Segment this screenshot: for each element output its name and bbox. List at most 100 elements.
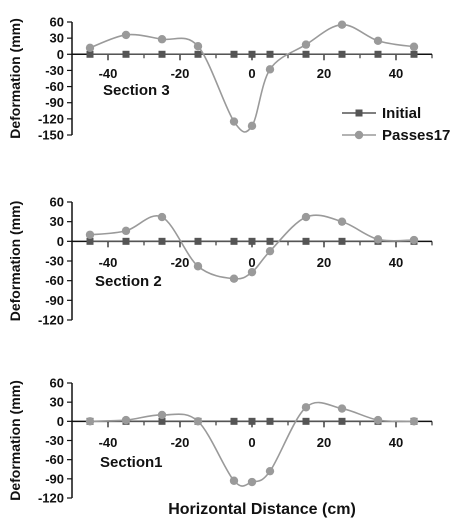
- data-point-passes17: [121, 30, 131, 40]
- data-point-passes17: [265, 246, 275, 256]
- data-point-initial: [302, 50, 310, 58]
- data-point-passes17: [247, 477, 257, 487]
- data-point-passes17: [85, 417, 95, 426]
- data-point-initial: [230, 237, 238, 245]
- data-point-passes17: [409, 417, 419, 426]
- data-point-passes17: [85, 43, 95, 53]
- y-tick-label: 30: [50, 395, 64, 410]
- legend-marker-initial: [355, 109, 363, 117]
- data-point-passes17: [193, 417, 203, 426]
- y-tick-label: -120: [38, 111, 64, 126]
- data-point-initial: [194, 50, 202, 58]
- subplot-3: 60 30 0 -30 -60 -90 -120 -40 -20 0 20 40 Deformation…: [7, 376, 433, 506]
- y-tick-label: 0: [57, 234, 64, 249]
- data-point-passes17: [337, 217, 347, 226]
- x-tick-label: -20: [171, 255, 190, 270]
- legend-marker-passes17: [354, 130, 364, 140]
- data-point-passes17: [157, 35, 167, 44]
- x-tick-label: 40: [389, 435, 403, 450]
- y-tick-label: 0: [57, 414, 64, 429]
- data-point-initial: [158, 237, 166, 245]
- x-tick-label: -20: [171, 66, 190, 81]
- y-axis-label: Deformation (mm): [7, 18, 23, 139]
- y-tick-label: -60: [45, 79, 64, 94]
- x-tick-label: 20: [317, 255, 331, 270]
- data-point-initial: [230, 50, 238, 58]
- data-point-passes17: [373, 415, 383, 425]
- data-point-passes17: [121, 415, 131, 425]
- y-tick-label: 60: [50, 15, 64, 30]
- y-axis-label: Deformation (mm): [7, 380, 23, 501]
- y-tick-label: -120: [38, 313, 64, 328]
- x-tick-label: 40: [389, 66, 403, 81]
- data-point-initial: [338, 50, 346, 58]
- data-point-initial: [86, 237, 94, 245]
- data-point-initial: [338, 237, 346, 245]
- x-tick-label: -40: [99, 66, 118, 81]
- y-tick-label: -90: [45, 471, 64, 486]
- data-point-passes17: [337, 20, 347, 29]
- data-point-passes17: [301, 40, 311, 49]
- y-tick-label: -150: [38, 128, 64, 143]
- data-point-passes17: [193, 42, 203, 51]
- y-tick-label: 60: [50, 376, 64, 391]
- data-point-initial: [158, 417, 166, 425]
- y-tick-label: 30: [50, 31, 64, 46]
- data-point-passes17: [409, 42, 419, 51]
- data-point-passes17: [193, 262, 203, 271]
- data-point-initial: [158, 50, 166, 58]
- x-tick-label: 40: [389, 255, 403, 270]
- data-point-initial: [248, 417, 256, 425]
- x-tick-label: -40: [99, 435, 118, 450]
- data-point-initial: [266, 417, 274, 425]
- x-tick-label: 0: [248, 435, 255, 450]
- x-tick-label: 0: [248, 66, 255, 81]
- data-point-passes17: [247, 121, 257, 131]
- data-point-passes17: [373, 235, 383, 244]
- data-point-passes17: [229, 476, 239, 485]
- data-point-passes17: [265, 466, 275, 476]
- data-point-initial: [410, 50, 418, 58]
- data-point-passes17: [85, 230, 95, 239]
- data-point-passes17: [265, 65, 275, 74]
- data-point-initial: [374, 50, 382, 58]
- y-tick-label: 0: [57, 47, 64, 62]
- data-point-passes17: [301, 212, 311, 222]
- data-point-passes17: [157, 410, 167, 420]
- data-point-initial: [302, 237, 310, 245]
- data-point-initial: [230, 417, 238, 425]
- y-tick-label: -30: [45, 433, 64, 448]
- y-tick-label: -60: [45, 452, 64, 467]
- y-tick-label: -90: [45, 95, 64, 110]
- y-tick-label: 30: [50, 214, 64, 229]
- data-point-passes17: [229, 274, 239, 283]
- y-tick-label: -120: [38, 491, 64, 506]
- subplot-2: 60 30 0 -30 -60 -90 -120 -40 -20 0 20 40 Deformation…: [7, 195, 433, 328]
- legend: Initial Passes17: [342, 105, 450, 144]
- data-point-initial: [248, 50, 256, 58]
- y-axis-label: Deformation (mm): [7, 201, 23, 322]
- section-label: Section 2: [95, 273, 162, 290]
- data-point-passes17: [301, 403, 311, 412]
- data-point-initial: [248, 237, 256, 245]
- x-tick-label: 20: [317, 435, 331, 450]
- x-tick-label: 20: [317, 66, 331, 81]
- data-point-passes17: [121, 226, 131, 236]
- y-tick-label: 60: [50, 195, 64, 210]
- legend-label-initial: Initial: [382, 105, 421, 122]
- data-point-initial: [86, 50, 94, 58]
- x-axis-label: Horizontal Distance (cm): [168, 501, 356, 518]
- data-point-initial: [266, 237, 274, 245]
- section-label: Section1: [100, 454, 163, 471]
- data-point-passes17: [409, 235, 419, 245]
- x-tick-label: -40: [99, 255, 118, 270]
- data-point-passes17: [229, 117, 239, 126]
- data-point-initial: [122, 237, 130, 245]
- data-point-initial: [122, 50, 130, 58]
- y-tick-label: -60: [45, 273, 64, 288]
- data-point-passes17: [157, 212, 167, 222]
- y-tick-label: -90: [45, 293, 64, 308]
